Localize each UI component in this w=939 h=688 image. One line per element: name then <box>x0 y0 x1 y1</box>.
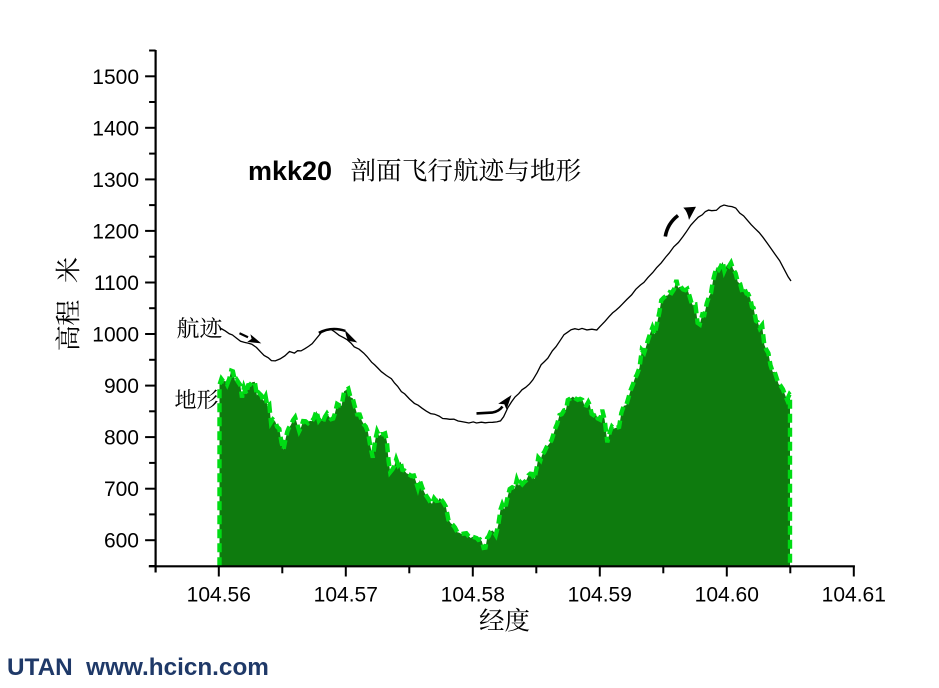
svg-text:1400: 1400 <box>92 117 139 140</box>
svg-text:mkk20: mkk20 <box>248 156 332 186</box>
svg-text:104.59: 104.59 <box>568 584 632 607</box>
svg-text:900: 900 <box>104 375 139 398</box>
svg-text:104.61: 104.61 <box>822 584 886 607</box>
svg-text:1200: 1200 <box>92 220 139 243</box>
svg-text:1300: 1300 <box>92 169 139 192</box>
svg-text:1100: 1100 <box>94 272 139 295</box>
svg-text:104.56: 104.56 <box>187 584 251 607</box>
svg-text:700: 700 <box>104 478 139 501</box>
svg-text:104.57: 104.57 <box>314 584 378 607</box>
svg-text:104.58: 104.58 <box>441 584 505 607</box>
svg-text:104.60: 104.60 <box>695 584 759 607</box>
svg-text:800: 800 <box>104 427 139 450</box>
svg-text:1500: 1500 <box>92 66 139 89</box>
svg-text:600: 600 <box>104 530 139 553</box>
svg-text:1000: 1000 <box>92 324 139 347</box>
svg-text:UTAN www.hcicn.com: UTAN www.hcicn.com <box>7 654 269 681</box>
